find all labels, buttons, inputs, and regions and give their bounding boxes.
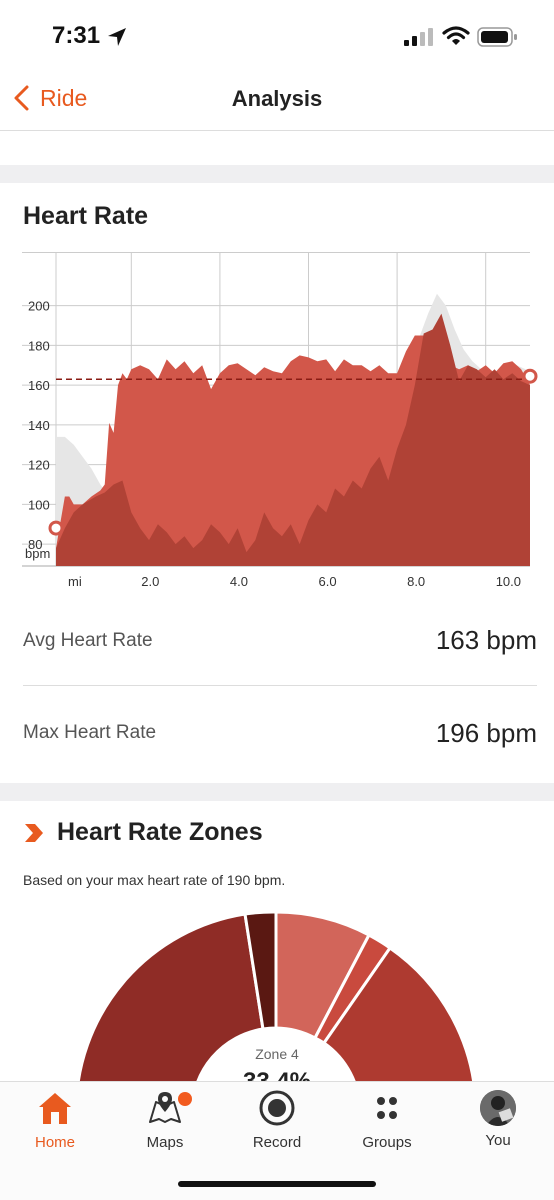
record-icon (259, 1090, 295, 1126)
zones-donut-svg (76, 910, 476, 1082)
cellular-signal-icon (404, 28, 433, 46)
y-tick-label: 100 (28, 497, 50, 512)
home-indicator (178, 1181, 376, 1187)
battery-icon (477, 27, 517, 47)
chevron-left-icon (14, 85, 29, 111)
page-title: Analysis (231, 86, 323, 111)
tab-home[interactable]: Home (10, 1088, 100, 1158)
max-heart-rate-row: Max Heart Rate 196 bpm (23, 688, 537, 778)
tab-home-label: Home (34, 1134, 75, 1151)
x-tick-label: 6.0 (319, 574, 337, 589)
zones-donut[interactable]: Zone 4 33.4% (0, 900, 554, 1082)
x-tick-label: 10.0 (496, 574, 521, 589)
avg-heart-rate-row: Avg Heart Rate 163 bpm (23, 596, 537, 686)
tab-maps-label: Maps (146, 1134, 184, 1151)
avg-heart-rate-label: Avg Heart Rate (23, 629, 153, 651)
x-tick-label: 4.0 (230, 574, 248, 589)
x-axis-label: mi (68, 574, 82, 589)
chevron-zones-icon (25, 823, 43, 842)
heart-rate-chart[interactable]: 80 100 120 140 160 180 200 bpm mi 2.0 4.0 6.0 8.0 10.… (22, 252, 542, 592)
section-divider (0, 783, 554, 801)
status-time: 7:31 (52, 22, 101, 49)
section-divider (0, 165, 554, 183)
y-tick-label: 180 (28, 338, 50, 353)
x-tick-label: 2.0 (141, 574, 159, 589)
zones-header: Heart Rate Zones (23, 818, 263, 847)
x-tick-label: 8.0 (407, 574, 425, 589)
tab-you[interactable]: You (453, 1088, 543, 1158)
y-axis-label: bpm (25, 546, 50, 561)
zone-segment-zone4 (76, 912, 265, 1082)
y-tick-label: 160 (28, 378, 50, 393)
location-arrow-icon (108, 28, 126, 46)
max-heart-rate-value: 196 bpm (435, 717, 537, 748)
y-tick-label: 80 (28, 537, 42, 552)
back-label: Ride (40, 84, 88, 111)
heart-rate-chart-svg: 80 100 120 140 160 180 200 bpm mi 2.0 4.0 6.0 8.0 10.… (22, 252, 538, 589)
tab-you-label: You (485, 1132, 511, 1149)
y-tick-label: 140 (28, 418, 50, 433)
maps-icon (149, 1092, 181, 1123)
zone-center-value: 33.4% (242, 1068, 312, 1082)
nav-bar: Ride Analysis (0, 70, 554, 131)
effort-area (56, 313, 530, 566)
wifi-icon (442, 26, 470, 45)
zone-segment-zone3 (321, 945, 476, 1082)
y-tick-label: 120 (28, 458, 50, 473)
tab-groups-label: Groups (362, 1134, 412, 1151)
end-marker (522, 368, 538, 384)
avatar (480, 1090, 516, 1126)
zones-subtitle: Based on your max heart rate of 190 bpm. (23, 872, 286, 888)
avg-heart-rate-value: 163 bpm (435, 625, 537, 655)
heart-rate-title: Heart Rate (23, 202, 149, 230)
status-bar: 7:31 (0, 0, 554, 70)
notification-dot (178, 1092, 192, 1106)
tab-groups[interactable]: Groups (342, 1088, 432, 1158)
groups-icon (377, 1097, 397, 1119)
tab-record-label: Record (252, 1134, 302, 1151)
start-marker (48, 520, 64, 536)
back-button[interactable]: Ride (12, 84, 87, 112)
y-tick-label: 200 (28, 299, 50, 314)
zones-title: Heart Rate Zones (57, 818, 263, 846)
zone-center-label: Zone 4 (255, 1046, 299, 1062)
max-heart-rate-label: Max Heart Rate (23, 722, 157, 743)
tab-bar: Home Maps Record Groups (0, 1081, 554, 1200)
zone-segment-zone5 (243, 910, 278, 1031)
tab-record[interactable]: Record (232, 1088, 322, 1158)
tab-maps[interactable]: Maps (120, 1088, 210, 1158)
home-icon (39, 1093, 71, 1124)
